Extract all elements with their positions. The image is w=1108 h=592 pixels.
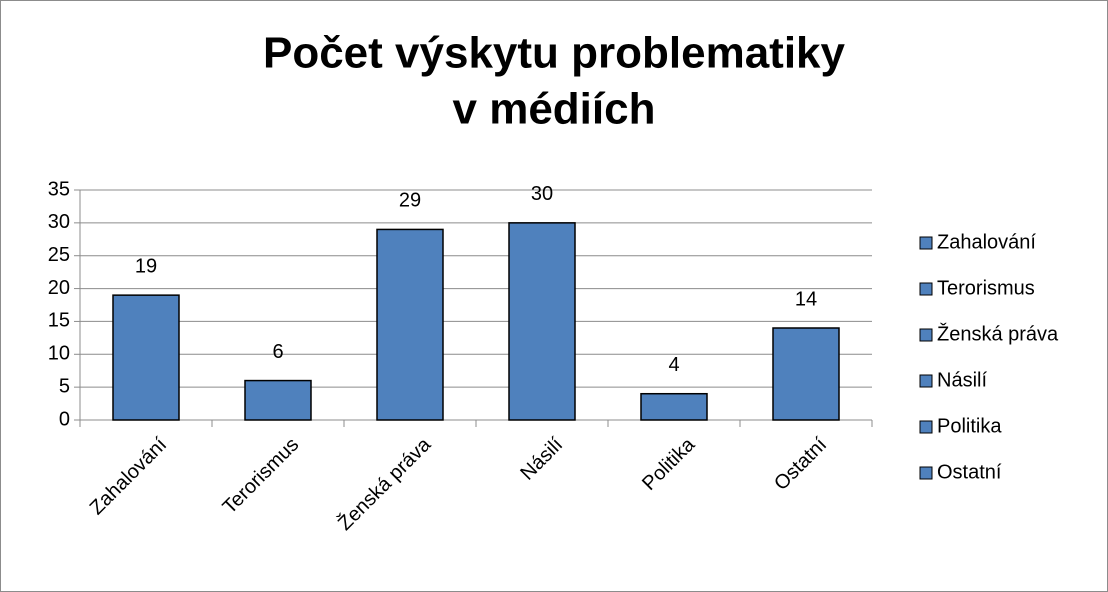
data-label: 19 xyxy=(135,255,157,277)
chart-title: v médiích xyxy=(453,85,656,134)
legend-swatch xyxy=(919,374,933,388)
y-tick-label: 10 xyxy=(48,343,70,365)
legend-label: Zahalování xyxy=(937,231,1036,253)
legend-label: Politika xyxy=(937,415,1002,437)
data-label: 14 xyxy=(795,288,817,310)
legend-swatch xyxy=(919,236,933,250)
legend-swatch xyxy=(919,420,933,434)
bar xyxy=(508,222,576,421)
y-tick-label: 0 xyxy=(59,408,70,430)
bar xyxy=(112,294,180,421)
data-label: 4 xyxy=(668,354,679,376)
y-tick-label: 25 xyxy=(48,244,70,266)
bar xyxy=(376,228,444,421)
y-tick-label: 15 xyxy=(48,310,70,332)
bar xyxy=(772,327,840,421)
y-tick-label: 35 xyxy=(48,178,70,200)
data-label: 29 xyxy=(399,190,421,212)
bar xyxy=(640,392,708,421)
legend-label: Terorismus xyxy=(937,277,1035,299)
legend-label: Ženská práva xyxy=(937,322,1059,345)
y-tick-label: 5 xyxy=(59,375,70,397)
y-tick-label: 20 xyxy=(48,277,70,299)
legend-label: Ostatní xyxy=(937,461,1002,483)
data-label: 30 xyxy=(531,183,553,205)
y-tick-label: 30 xyxy=(48,211,70,233)
bar xyxy=(244,379,312,421)
legend-swatch xyxy=(919,328,933,342)
chart-title: Počet výskytu problematiky xyxy=(263,29,846,78)
data-label: 6 xyxy=(272,341,283,363)
legend-swatch xyxy=(919,466,933,480)
legend-swatch xyxy=(919,282,933,296)
legend-label: Násilí xyxy=(937,369,987,391)
